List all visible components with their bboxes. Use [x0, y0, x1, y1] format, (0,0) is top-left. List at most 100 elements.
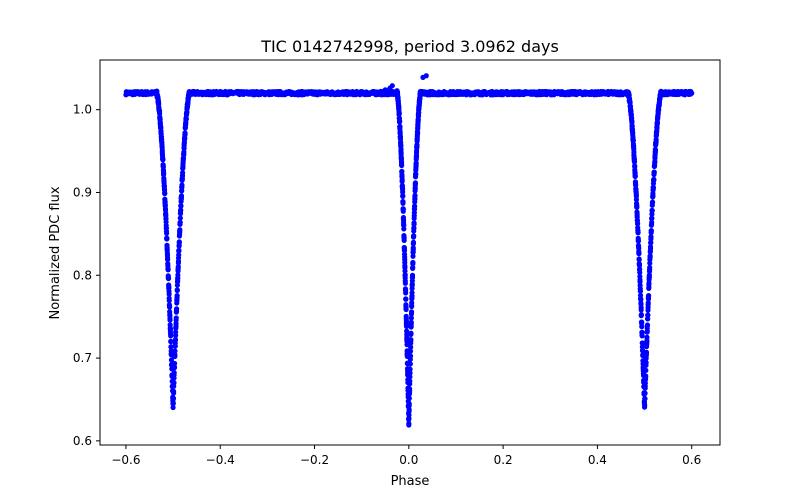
data-point	[413, 154, 420, 160]
data-point	[171, 370, 177, 376]
data-point	[180, 170, 186, 176]
data-point	[408, 315, 414, 321]
data-point	[167, 313, 173, 319]
data-point	[401, 226, 407, 232]
data-point	[406, 406, 412, 413]
y-tick-label: 0.8	[73, 268, 92, 282]
data-point	[649, 219, 655, 226]
data-point	[654, 125, 660, 131]
y-tick-label: 1.0	[73, 103, 92, 117]
data-point	[401, 237, 407, 244]
data-point	[647, 267, 653, 273]
data-point	[166, 291, 172, 297]
data-point	[168, 344, 174, 350]
data-point	[172, 348, 178, 354]
data-point	[642, 395, 648, 402]
data-point	[403, 323, 410, 330]
data-point	[168, 333, 174, 339]
data-point	[170, 400, 176, 406]
data-point	[411, 225, 417, 231]
data-point	[645, 300, 651, 306]
y-tick-label: 0.7	[73, 351, 92, 365]
data-point	[632, 163, 638, 169]
data-point	[645, 312, 651, 318]
chart-title: TIC 0142742998, period 3.0962 days	[260, 37, 559, 56]
data-point	[629, 118, 635, 124]
data-point	[171, 364, 178, 370]
y-axis-ticks: 0.6 0.7 0.8 0.9 1.0	[73, 103, 100, 448]
data-point	[410, 239, 417, 245]
data-point	[649, 199, 656, 205]
data-point	[412, 196, 418, 202]
data-point	[408, 337, 414, 344]
data-point	[651, 169, 657, 175]
data-point	[637, 269, 643, 276]
data-point	[399, 162, 405, 169]
data-point	[644, 329, 650, 335]
data-point	[650, 186, 656, 192]
data-point	[639, 340, 645, 346]
data-point	[175, 264, 181, 270]
data-point	[161, 170, 167, 176]
data-point	[407, 366, 413, 372]
data-point	[171, 380, 177, 386]
data-point	[157, 116, 163, 122]
data-point	[182, 130, 188, 136]
data-point	[399, 177, 405, 183]
data-point	[165, 267, 171, 273]
y-tick-label: 0.6	[73, 434, 92, 448]
data-point	[178, 198, 184, 205]
data-point	[170, 388, 177, 394]
data-point	[407, 388, 413, 394]
data-point	[176, 239, 182, 245]
data-point	[164, 230, 170, 236]
data-point	[649, 215, 655, 221]
data-point	[177, 227, 183, 233]
data-point	[397, 123, 403, 130]
data-point	[167, 317, 173, 323]
data-point	[176, 252, 182, 258]
data-point	[382, 87, 388, 93]
data-point	[636, 245, 642, 251]
data-point	[407, 361, 413, 367]
plot-frame	[99, 59, 721, 446]
data-point	[639, 319, 645, 325]
data-point	[408, 344, 414, 350]
data-point	[643, 373, 649, 379]
data-point	[175, 260, 182, 266]
data-point	[642, 385, 648, 391]
data-point	[651, 176, 657, 182]
data-point	[411, 221, 417, 227]
data-point	[412, 186, 418, 192]
y-axis-label: Normalized PDC flux	[48, 186, 63, 319]
data-point	[642, 402, 648, 408]
data-point	[403, 290, 409, 296]
data-point	[650, 193, 656, 199]
data-points	[123, 73, 695, 428]
data-point	[406, 420, 412, 427]
data-point	[410, 247, 416, 253]
data-point	[406, 395, 412, 401]
data-point	[159, 145, 165, 151]
x-tick-label: 0.4	[588, 453, 607, 467]
data-point	[418, 91, 424, 97]
data-point	[397, 118, 403, 124]
data-point	[396, 110, 402, 116]
data-point	[178, 207, 184, 213]
data-point	[638, 296, 644, 302]
data-point	[637, 288, 643, 294]
data-point	[174, 306, 180, 312]
data-point	[162, 190, 168, 196]
data-point	[415, 117, 421, 123]
data-point	[423, 73, 429, 79]
data-point	[402, 268, 408, 274]
data-point	[410, 259, 416, 266]
data-point	[178, 193, 185, 199]
data-point	[645, 307, 651, 313]
data-point	[689, 90, 695, 96]
data-point	[647, 245, 654, 251]
data-point	[403, 296, 409, 302]
data-point	[408, 309, 415, 315]
data-point	[628, 108, 634, 114]
